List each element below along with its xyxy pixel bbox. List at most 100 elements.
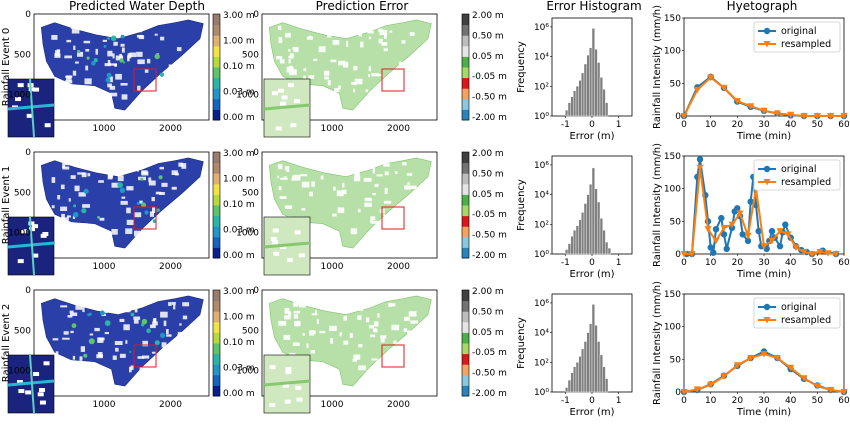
histogram-xtick: 1	[616, 120, 622, 130]
depth-colorbar-tick: 0.03 m	[223, 364, 255, 374]
map-block	[85, 65, 89, 71]
zoom-box	[381, 206, 405, 230]
inset-flow	[263, 379, 311, 387]
legend-marker-original	[763, 165, 771, 173]
point-resampled	[824, 250, 832, 257]
map-block	[133, 319, 139, 324]
histogram-ytick: 10⁶	[534, 23, 549, 33]
map-block	[318, 89, 326, 92]
map-block	[70, 26, 74, 29]
legend-marker-resampled	[763, 317, 771, 324]
row-label: Rainfall Event 1	[1, 166, 12, 245]
map-block	[71, 94, 76, 97]
map-block	[391, 349, 394, 352]
map-block	[55, 50, 60, 57]
point-resampled	[720, 373, 728, 380]
map-block	[370, 220, 373, 224]
map-block	[181, 366, 187, 371]
map-xtick: 1000	[321, 262, 344, 272]
inset-block	[32, 224, 39, 229]
colorbar-segment	[213, 321, 220, 333]
water-spot	[106, 72, 112, 78]
map-block	[136, 167, 139, 172]
map-block	[324, 76, 329, 80]
map-ytick: 0	[25, 148, 31, 158]
point-resampled	[800, 375, 808, 382]
map-block	[104, 308, 109, 313]
map-xtick: 2000	[159, 124, 182, 134]
map-block	[383, 354, 391, 359]
map-block	[368, 36, 372, 40]
map-block	[288, 59, 291, 64]
water-spot	[103, 44, 107, 48]
map-block	[171, 186, 177, 190]
map-block	[176, 203, 184, 206]
map-block	[136, 29, 142, 33]
hyetograph-xtick: 30	[758, 396, 770, 406]
hyetograph-xtick: 10	[705, 396, 717, 406]
map-block	[288, 311, 292, 316]
colorbar-segment	[462, 14, 469, 26]
colorbar-segment	[462, 152, 469, 164]
map-block	[99, 217, 105, 221]
map-block	[293, 300, 300, 306]
histogram-bar	[594, 49, 598, 117]
point-resampled	[760, 107, 768, 115]
colorbar-segment	[462, 67, 469, 79]
water-spot	[119, 187, 126, 193]
map-ytick: 1000	[236, 229, 259, 239]
colorbar-segment	[462, 162, 469, 174]
point-resampled	[696, 164, 704, 172]
map-block	[64, 80, 73, 84]
map-block	[64, 163, 72, 166]
error-colorbar-tick: 0.50 m	[472, 307, 504, 317]
map-block	[60, 305, 68, 308]
map-block	[107, 83, 112, 88]
error-colorbar-tick: 0.50 m	[472, 169, 504, 179]
map-block	[283, 334, 291, 340]
inset-block	[25, 390, 32, 395]
histogram-bar	[581, 212, 585, 255]
inset-block	[33, 372, 40, 376]
map-block	[150, 324, 156, 329]
map-block	[391, 324, 400, 331]
histogram-ytick: 10⁴	[534, 53, 549, 63]
map-block	[121, 94, 128, 100]
colorbar-segment	[462, 332, 469, 344]
water-spot	[160, 332, 166, 338]
depth-colorbar-tick: 0.10 m	[223, 200, 255, 210]
map-block	[181, 163, 187, 169]
hyetograph-ytick: 50	[670, 217, 682, 227]
map-block	[372, 167, 375, 174]
map-block	[276, 56, 283, 60]
map-block	[77, 51, 84, 57]
point-resampled	[776, 228, 784, 235]
histogram-bar	[602, 366, 606, 393]
point-resampled	[813, 383, 821, 390]
zoom-box	[381, 68, 405, 92]
map-block	[137, 356, 145, 359]
map-block	[75, 61, 79, 64]
inset-block	[290, 123, 297, 128]
inset-block	[295, 385, 302, 390]
map-block	[92, 26, 95, 31]
hyetograph-ytick: 50	[670, 355, 682, 365]
map-block	[367, 30, 374, 34]
map-block	[343, 340, 349, 345]
histogram-xtick: 0	[589, 258, 595, 268]
colorbar-segment	[462, 236, 469, 248]
map-block	[336, 190, 344, 197]
water-spot	[86, 56, 90, 60]
map-block	[383, 48, 388, 52]
map-block	[358, 306, 364, 311]
hyetograph-ylabel: Rainfall Intensity (mm/h)	[652, 143, 663, 267]
map-block	[68, 362, 71, 367]
colorbar-segment	[462, 205, 469, 217]
map-xtick: 1000	[93, 400, 116, 410]
map-block	[316, 91, 322, 94]
map-block	[409, 215, 417, 220]
histogram-ytick: 10⁰	[534, 250, 549, 260]
error-colorbar-tick: 2.00 m	[472, 149, 504, 159]
map-block	[148, 180, 156, 186]
